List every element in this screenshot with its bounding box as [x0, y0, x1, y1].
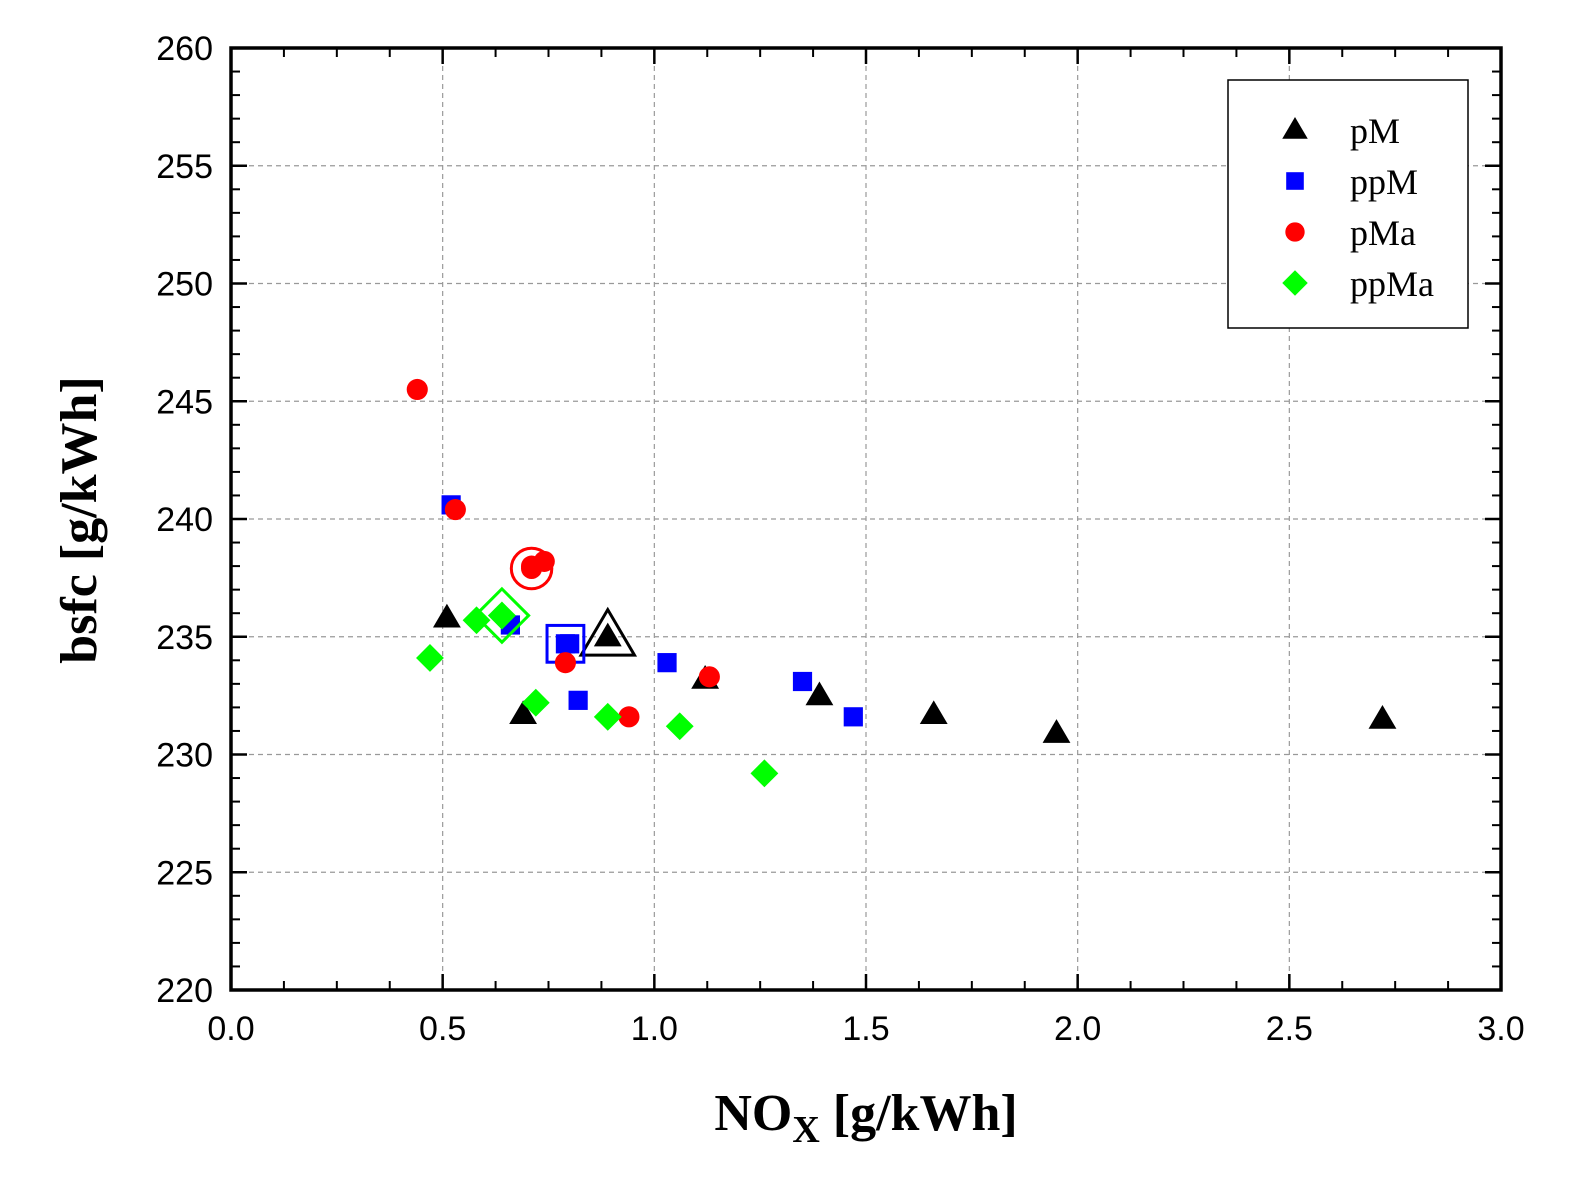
- data-point-pMa: [444, 499, 466, 521]
- series-pMa: [406, 378, 720, 728]
- legend-box: [1227, 79, 1469, 329]
- data-point-pMa: [406, 378, 428, 401]
- legend-label-pMa: pMa: [1350, 213, 1416, 253]
- x-tick-label: 3.0: [1477, 1010, 1524, 1048]
- y-tick-label: 225: [156, 854, 213, 892]
- data-point-ppMa: [665, 712, 694, 741]
- legend-marker-pMa: [1285, 222, 1305, 242]
- series-pM: [432, 603, 1397, 743]
- legend-label-ppM: ppM: [1350, 162, 1418, 202]
- data-point-pMa: [698, 666, 720, 688]
- legend-marker-ppMa: [1282, 270, 1308, 296]
- y-tick-label: 220: [156, 972, 213, 1010]
- x-tick-label: 1.5: [842, 1010, 889, 1048]
- axis-ticks: [229, 46, 1503, 992]
- data-point-ppMa: [593, 702, 622, 731]
- data-point-pM: [805, 681, 834, 706]
- highlight-point-pMa: [521, 557, 543, 580]
- highlight-ring-ppMa: [473, 586, 531, 645]
- data-point-ppM: [568, 690, 588, 710]
- data-point-pMa: [618, 706, 640, 728]
- y-tick-label: 230: [156, 737, 213, 775]
- y-tick-label: 245: [156, 383, 213, 421]
- highlight-point-ppM: [555, 634, 576, 654]
- legend-label-pM: pM: [1350, 111, 1400, 151]
- x-axis-title: NOX [g/kWh]: [714, 1085, 1017, 1151]
- x-axis-title-units: [g/kWh]: [820, 1085, 1018, 1142]
- tick-labels: 0.0 0.5 1.0 1.5 2.0 2.5 3.0 220 225 230 235 240 245 2…: [156, 30, 1524, 1048]
- legend-marker-ppM: [1286, 172, 1304, 190]
- data-point-ppM: [843, 707, 863, 727]
- data-point-ppM: [792, 671, 813, 692]
- y-tick-label: 250: [156, 266, 213, 304]
- y-tick-label: 255: [156, 148, 213, 186]
- highlight-ring-pMa: [509, 546, 554, 591]
- highlight-point-ppMa: [488, 601, 516, 630]
- series-ppM: [441, 495, 863, 727]
- x-tick-label: 2.5: [1266, 1010, 1313, 1048]
- data-point-ppMa: [521, 688, 550, 717]
- data-point-ppM: [657, 653, 677, 673]
- data-point-pM: [509, 700, 538, 725]
- x-tick-label: 2.0: [1054, 1010, 1101, 1048]
- legend-label-ppMa: ppMa: [1350, 264, 1434, 304]
- x-tick-label: 0.5: [419, 1010, 466, 1048]
- y-tick-label: 235: [156, 619, 213, 657]
- legend-items: pM ppM pMa ppMa: [1282, 111, 1434, 304]
- legend-marker-pM: [1282, 117, 1308, 139]
- grid-lines: [231, 48, 1501, 990]
- x-tick-label: 1.0: [631, 1010, 678, 1048]
- data-point-pM: [919, 700, 948, 725]
- data-points: [406, 378, 1397, 788]
- y-axis-title: bsfc [g/kWh]: [51, 376, 108, 663]
- x-axis-title-main: NO: [714, 1085, 792, 1142]
- highlight-point-pM: [593, 622, 622, 647]
- data-point-ppMa: [416, 644, 444, 672]
- data-point-ppMa: [462, 606, 491, 635]
- data-point-pM: [1042, 719, 1071, 743]
- series-ppMa: [416, 586, 779, 788]
- data-point-pM: [1368, 705, 1397, 729]
- data-point-pMa: [554, 652, 576, 674]
- x-tick-label: 0.0: [207, 1010, 254, 1048]
- x-axis-title-subscript: X: [792, 1109, 819, 1151]
- legend: pM ppM pMa ppMa: [1227, 79, 1469, 329]
- data-point-ppMa: [750, 759, 779, 788]
- data-point-pM: [432, 603, 461, 628]
- y-tick-label: 260: [156, 30, 213, 68]
- highlight-ring-pM: [578, 606, 638, 657]
- y-tick-label: 240: [156, 501, 213, 539]
